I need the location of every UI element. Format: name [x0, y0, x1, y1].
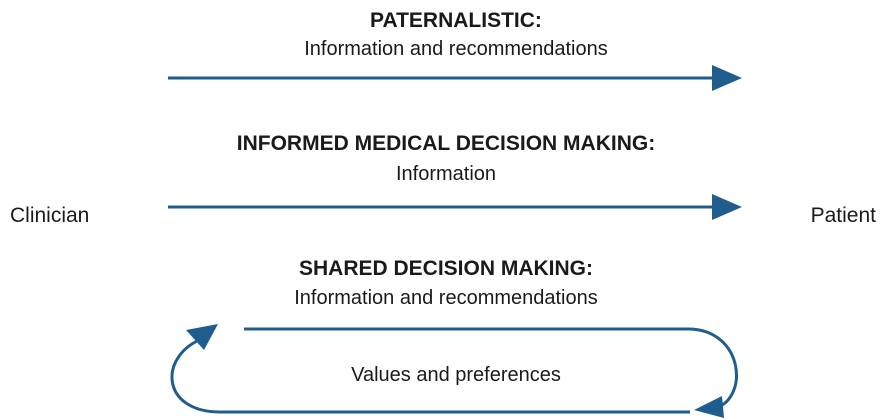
informed-decision-making-model: INFORMED MEDICAL DECISION MAKING: Inform…	[168, 132, 742, 220]
paternalistic-arrowhead	[712, 65, 742, 91]
shared-decision-making-flow-label: Information and recommendations	[294, 287, 598, 309]
shared-decision-making-return-arc	[170, 336, 690, 414]
shared-decision-making-heading: SHARED DECISION MAKING:	[299, 257, 593, 280]
informed-decision-making-heading: INFORMED MEDICAL DECISION MAKING:	[237, 132, 655, 155]
shared-decision-making-return-arrowhead	[186, 324, 218, 350]
paternalistic-model: PATERNALISTIC: Information and recommend…	[168, 9, 742, 91]
paternalistic-heading: PATERNALISTIC:	[370, 9, 542, 32]
clinician-label: Clinician	[10, 204, 89, 227]
shared-decision-making-return-label: Values and preferences	[351, 364, 561, 386]
paternalistic-flow-label: Information and recommendations	[304, 38, 608, 60]
patient-label: Patient	[811, 204, 877, 227]
shared-decision-making-forward-arc	[244, 327, 738, 411]
shared-decision-making-model: SHARED DECISION MAKING: Information and …	[170, 257, 738, 418]
informed-decision-making-flow-label: Information	[396, 163, 496, 185]
informed-decision-making-arrowhead	[712, 194, 742, 220]
shared-decision-making-forward-arrowhead	[694, 396, 724, 418]
